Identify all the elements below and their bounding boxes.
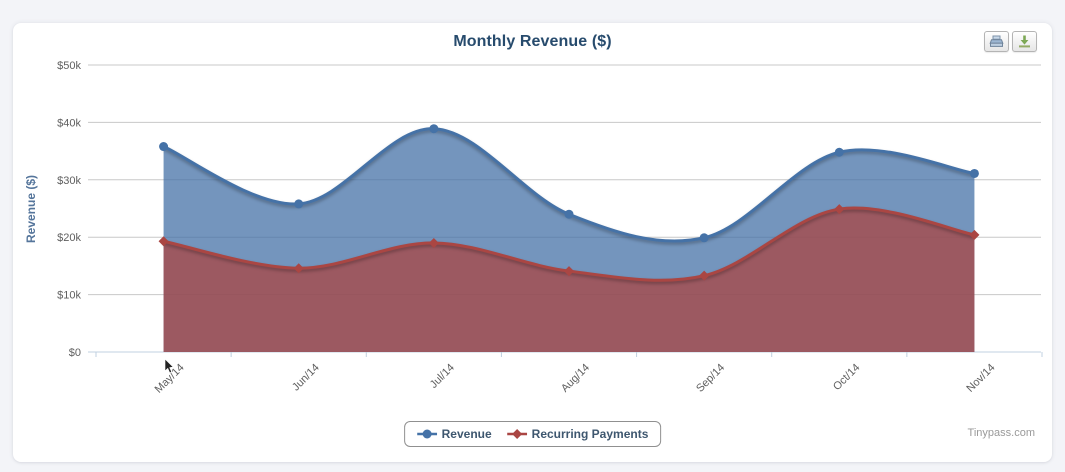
- revenue-point[interactable]: [429, 124, 439, 134]
- revenue-point[interactable]: [834, 147, 844, 157]
- legend-item-revenue[interactable]: Revenue: [416, 427, 492, 441]
- revenue-point[interactable]: [294, 199, 304, 209]
- y-axis-title: Revenue ($): [24, 174, 38, 244]
- chart-legend: Revenue Recurring Payments: [403, 421, 662, 447]
- revenue-point[interactable]: [159, 142, 169, 152]
- recurring-payments-area[interactable]: [163, 208, 975, 352]
- y-axis-tick-label: $10k: [57, 290, 81, 302]
- download-chart-button[interactable]: [1012, 31, 1037, 52]
- legend-label-recurring-payments: Recurring Payments: [531, 427, 649, 441]
- export-toolbar: [984, 31, 1037, 52]
- revenue-point[interactable]: [699, 233, 709, 243]
- print-chart-button[interactable]: [984, 31, 1009, 52]
- revenue-series-marker-icon: [416, 428, 437, 440]
- recurring-payments-point[interactable]: [158, 236, 169, 247]
- x-axis-tick-label: Jun/14: [290, 362, 322, 394]
- x-axis-tick-label: Sep/14: [694, 362, 727, 395]
- recurring-payments-series-marker-icon: [506, 428, 527, 440]
- revenue-point[interactable]: [969, 168, 979, 178]
- x-axis-tick-label: Jul/14: [428, 362, 457, 391]
- legend-item-recurring-payments[interactable]: Recurring Payments: [506, 427, 649, 441]
- tinypass-credit-link[interactable]: Tinypass.com: [967, 427, 1035, 439]
- recurring-payments-point[interactable]: [293, 263, 304, 274]
- recurring-payments-point[interactable]: [834, 204, 845, 215]
- x-axis-tick-label: Aug/14: [559, 362, 592, 395]
- download-icon: [1017, 35, 1032, 48]
- y-axis-tick-label: $50k: [57, 60, 81, 72]
- y-axis-tick-label: $30k: [57, 175, 81, 187]
- recurring-payments-point[interactable]: [428, 237, 439, 248]
- y-axis-tick-label: $40k: [57, 117, 81, 129]
- recurring-payments-point[interactable]: [699, 270, 710, 281]
- x-axis-tick-label: Oct/14: [831, 362, 862, 393]
- recurring-payments-point[interactable]: [564, 266, 574, 277]
- printer-icon: [989, 35, 1004, 48]
- chart-title: Monthly Revenue ($): [453, 33, 612, 50]
- mouse-cursor: [164, 358, 174, 374]
- y-axis-tick-label: $20k: [57, 232, 81, 244]
- recurring-payments-point[interactable]: [969, 229, 980, 240]
- y-axis-tick-label: $0: [69, 347, 81, 359]
- chart-card: $0 $10k $20k $30k $40k $50k May/14 Jun/14 Jul/14…: [13, 23, 1052, 462]
- revenue-point[interactable]: [564, 209, 574, 219]
- x-axis-tick-label: Nov/14: [964, 362, 997, 395]
- legend-label-revenue: Revenue: [441, 427, 492, 441]
